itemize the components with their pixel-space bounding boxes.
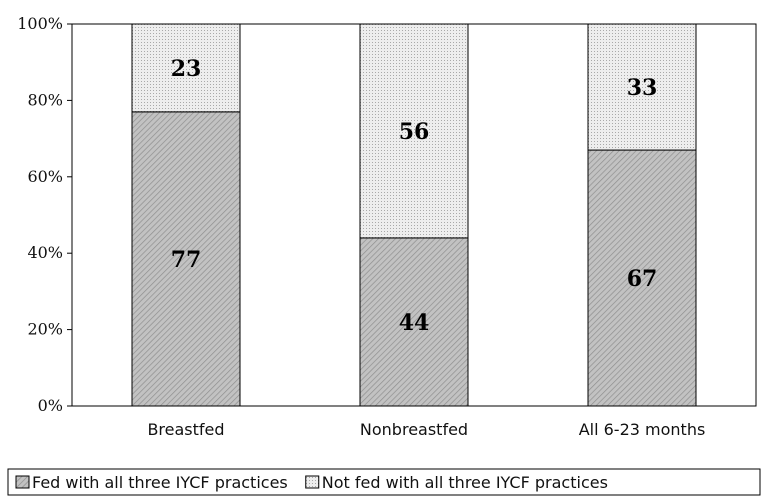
legend-entry: Fed with all three IYCF practices (32, 473, 288, 492)
bar-segment-fed (359, 237, 469, 407)
category-label: Nonbreastfed (360, 420, 468, 439)
data-label: 56 (399, 119, 430, 145)
bar-segment-not-fed (359, 23, 469, 239)
legend-swatch (15, 475, 30, 489)
y-tick-label: 80% (27, 90, 63, 109)
legend-swatch (305, 475, 320, 489)
y-tick-label: 60% (27, 167, 63, 186)
bar-segment-fed (587, 149, 697, 407)
y-tick-label: 20% (27, 320, 63, 339)
data-label: 33 (627, 75, 658, 101)
legend-entry: Not fed with all three IYCF practices (322, 473, 608, 492)
y-tick-label: 100% (17, 14, 63, 33)
bar-segment-not-fed (587, 23, 697, 151)
data-label: 23 (171, 56, 202, 82)
y-tick-label: 40% (27, 243, 63, 262)
data-label: 44 (399, 310, 430, 336)
legend-box (7, 468, 761, 496)
data-label: 67 (627, 266, 658, 292)
data-label: 77 (171, 247, 202, 273)
category-label: All 6-23 months (579, 420, 706, 439)
category-label: Breastfed (147, 420, 224, 439)
bar-segment-not-fed (131, 23, 241, 113)
y-tick-label: 0% (38, 396, 63, 415)
